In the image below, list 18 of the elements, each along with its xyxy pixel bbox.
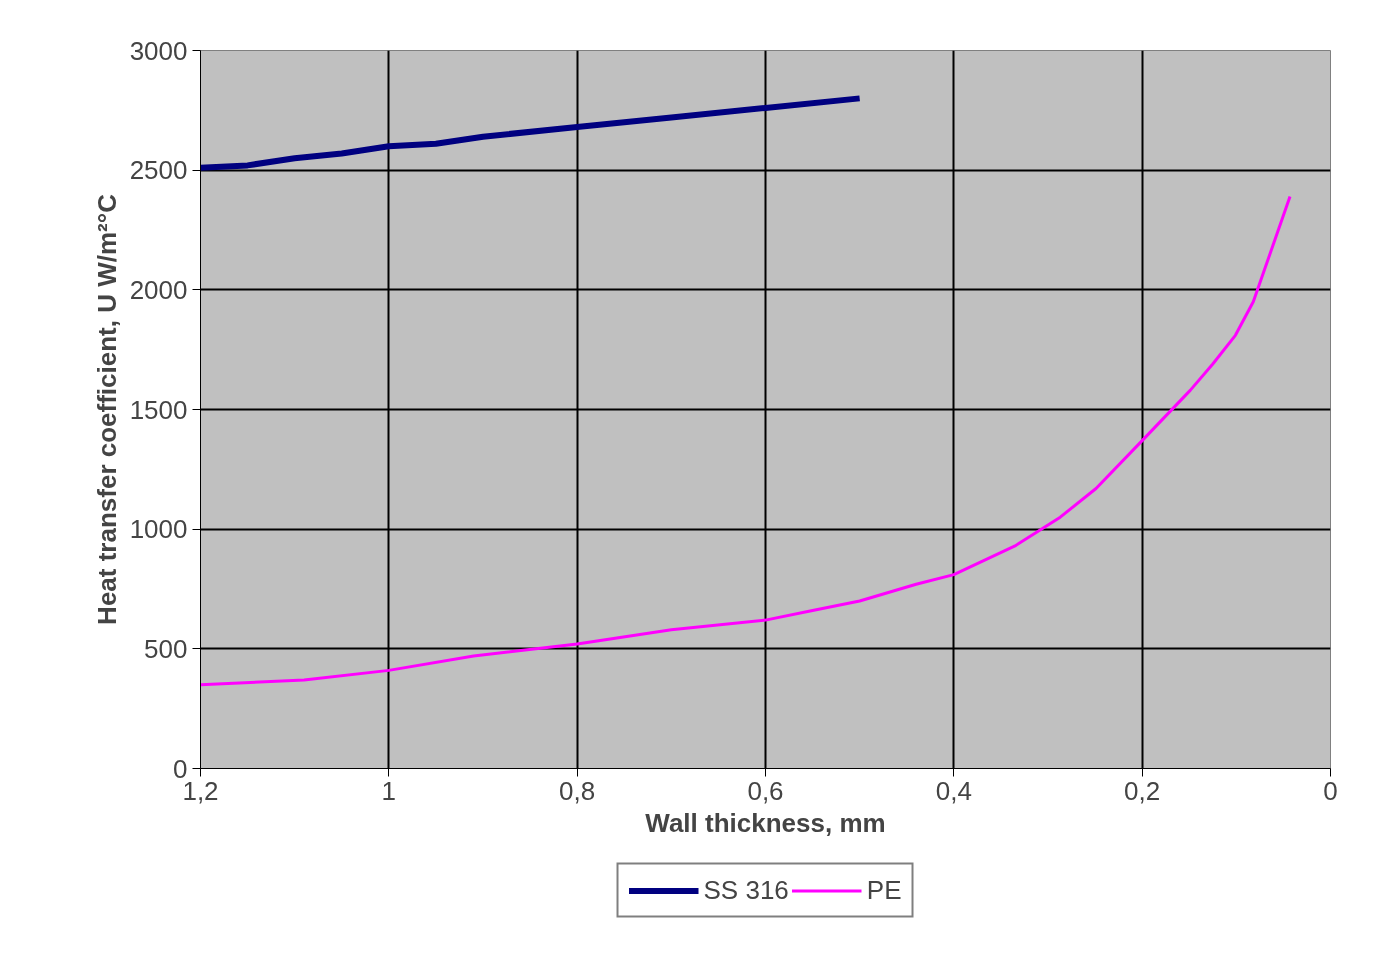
- y-tick-label: 2000: [129, 274, 188, 305]
- y-tick-label: 1000: [129, 514, 188, 545]
- y-axis-title: Heat transfer coefficient, U W/m²°C: [91, 193, 122, 625]
- y-tick-label: 3000: [129, 35, 188, 66]
- x-tick-label: 0,8: [559, 775, 596, 806]
- legend-label: SS 316: [703, 874, 789, 906]
- y-tick-label: 0: [173, 753, 188, 784]
- y-tick-label: 500: [144, 633, 188, 664]
- legend-label: PE: [866, 874, 902, 906]
- x-tick-label: 0: [1323, 775, 1338, 806]
- x-tick-label: 0,4: [935, 775, 972, 806]
- y-tick-label: 2500: [129, 155, 188, 186]
- x-tick-label: 0,2: [1124, 775, 1161, 806]
- x-tick-label: 0,6: [747, 775, 784, 806]
- line-series: [200, 194, 1292, 687]
- y-tick-label: 1500: [129, 394, 188, 425]
- x-axis-title: Wall thickness, mm: [645, 807, 886, 838]
- x-tick-label: 1: [381, 775, 397, 806]
